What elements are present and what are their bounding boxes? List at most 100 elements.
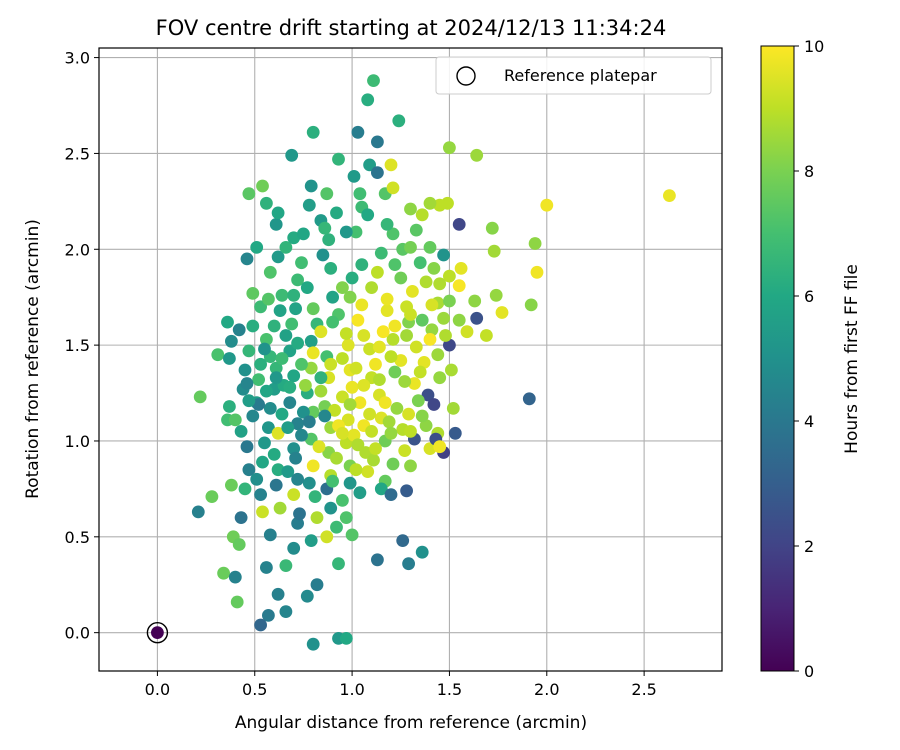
data-point — [217, 566, 231, 580]
data-point — [351, 438, 365, 452]
data-point — [339, 327, 353, 340]
data-point — [388, 319, 402, 333]
data-point — [349, 361, 363, 375]
data-point — [363, 407, 376, 421]
data-point — [443, 338, 456, 352]
data-point — [254, 488, 267, 501]
data-point — [332, 152, 345, 166]
data-point — [287, 442, 301, 455]
data-point — [291, 417, 304, 431]
data-point — [302, 198, 316, 212]
data-point — [419, 419, 433, 432]
data-point — [415, 313, 429, 327]
data-point — [310, 578, 324, 592]
data-point — [300, 281, 314, 294]
data-point — [228, 413, 242, 427]
data-point — [312, 440, 326, 454]
data-point — [205, 490, 219, 503]
data-point — [324, 501, 338, 515]
data-point — [384, 488, 398, 501]
data-point — [522, 392, 536, 406]
data-point — [540, 198, 554, 212]
data-point — [308, 490, 322, 503]
data-point — [250, 472, 264, 486]
data-point — [267, 319, 281, 333]
data-point — [300, 589, 314, 603]
data-point — [373, 373, 386, 386]
y-tick-label: 1.0 — [65, 432, 90, 451]
data-point — [382, 415, 396, 429]
data-point — [306, 459, 320, 473]
data-point — [314, 325, 328, 339]
data-point — [470, 311, 484, 325]
data-point — [371, 166, 384, 180]
data-point — [452, 218, 466, 231]
x-tick-label: 0.0 — [145, 680, 170, 699]
data-point — [225, 334, 238, 348]
data-point — [361, 465, 375, 478]
data-point — [443, 294, 456, 308]
data-point — [374, 246, 388, 260]
data-point — [260, 196, 273, 210]
data-point — [487, 244, 501, 258]
data-point — [279, 241, 293, 254]
data-point — [295, 357, 308, 371]
y-tick-label: 0.0 — [65, 624, 90, 643]
data-point — [353, 396, 367, 409]
data-point — [404, 425, 417, 438]
data-point — [402, 407, 415, 421]
data-point — [421, 388, 435, 402]
data-point — [485, 221, 499, 235]
data-point — [404, 459, 417, 473]
data-point — [524, 298, 538, 312]
data-point — [404, 241, 417, 254]
data-point — [386, 333, 400, 346]
colorbar-tick-label: 4 — [804, 412, 814, 431]
data-point — [191, 505, 205, 519]
data-point — [400, 329, 413, 342]
plot-frame — [98, 47, 723, 672]
data-point — [357, 329, 371, 342]
data-point — [378, 396, 392, 409]
data-point — [330, 451, 343, 465]
data-point — [409, 223, 423, 237]
data-point — [271, 250, 285, 264]
data-point — [254, 300, 267, 314]
data-point — [343, 290, 357, 304]
data-point — [400, 484, 413, 498]
data-point — [409, 340, 423, 354]
data-point — [232, 323, 246, 337]
data-point — [287, 541, 301, 555]
data-point — [281, 421, 295, 434]
data-point — [279, 329, 293, 342]
data-point — [427, 398, 441, 411]
data-point — [423, 442, 437, 455]
data-point — [262, 609, 275, 622]
data-point — [287, 488, 301, 501]
data-point — [221, 315, 234, 329]
x-tick-label: 2.0 — [534, 680, 559, 699]
data-point — [371, 135, 384, 149]
data-point — [242, 394, 256, 408]
data-point — [256, 455, 269, 469]
data-point — [365, 281, 378, 294]
data-point — [271, 587, 285, 601]
data-point — [304, 361, 318, 375]
data-point — [234, 511, 248, 524]
y-tick-label: 2.0 — [65, 240, 90, 259]
data-point — [363, 342, 376, 356]
data-point — [406, 285, 419, 298]
data-point — [260, 561, 273, 574]
data-point — [343, 398, 357, 411]
data-point — [386, 181, 400, 195]
data-point — [361, 93, 375, 107]
data-point — [336, 352, 349, 365]
data-point — [427, 262, 441, 275]
data-point — [336, 281, 349, 294]
data-point — [413, 256, 427, 270]
data-point — [262, 292, 275, 306]
data-points — [191, 74, 676, 651]
data-point — [394, 271, 408, 285]
data-point — [392, 114, 406, 128]
